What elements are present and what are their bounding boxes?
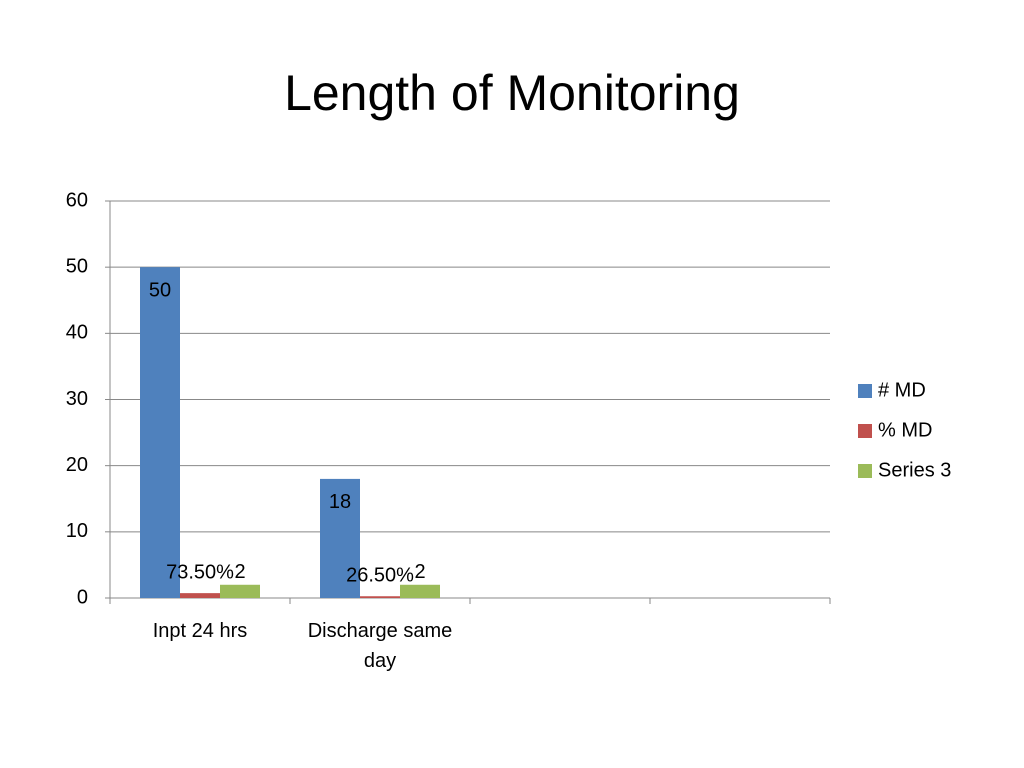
chart-title: Length of Monitoring (284, 65, 740, 121)
legend-swatch (858, 464, 872, 478)
bar (220, 584, 260, 598)
y-tick-label: 0 (77, 586, 88, 608)
bar (400, 584, 440, 598)
legend-label: % MD (878, 419, 932, 441)
data-label: 73.50% (166, 561, 234, 583)
bar (180, 593, 220, 598)
x-tick-label: Discharge same day (307, 620, 453, 672)
y-tick-label: 60 (66, 189, 88, 211)
y-tick-label: 50 (66, 255, 88, 277)
data-label: 18 (329, 491, 351, 513)
data-label: 50 (149, 279, 171, 301)
legend-swatch (858, 424, 872, 438)
y-tick-label: 30 (66, 388, 88, 410)
y-tick-label: 20 (66, 454, 88, 476)
legend-swatch (858, 384, 872, 398)
y-tick-label: 10 (66, 520, 88, 542)
bar (320, 478, 360, 598)
legend-label: # MD (878, 379, 926, 401)
data-label: 2 (414, 561, 425, 583)
y-tick-label: 40 (66, 322, 88, 344)
x-tick-label: Inpt 24 hrs (152, 620, 248, 642)
data-label: 26.50% (346, 565, 414, 587)
bar (140, 267, 180, 598)
legend-label: Series 3 (878, 459, 951, 481)
bar (360, 596, 400, 598)
data-label: 2 (234, 561, 245, 583)
